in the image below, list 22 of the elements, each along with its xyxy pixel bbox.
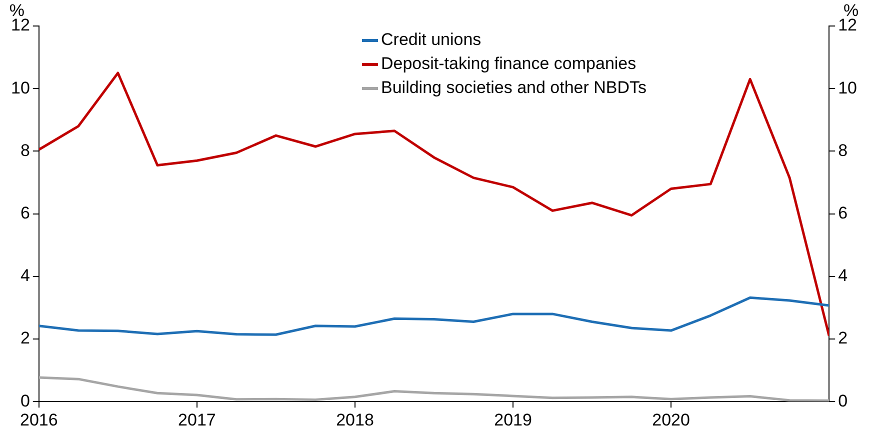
legend-label: Credit unions — [381, 29, 482, 51]
y2-tick-label: 4 — [838, 266, 848, 286]
x-tick-label: 2016 — [20, 410, 58, 430]
legend-label: Deposit-taking finance companies — [381, 53, 636, 75]
legend-label: Building societies and other NBDTs — [381, 77, 647, 99]
y2-tick-label: 2 — [838, 328, 848, 348]
y2-tick-label: 6 — [838, 203, 848, 222]
y-tick-label: 6 — [20, 203, 30, 222]
y2-tick-label: 0 — [838, 391, 848, 410]
x-tick-label: 2020 — [652, 410, 690, 430]
y-tick-label: 4 — [20, 266, 30, 286]
y-tick-label: 12 — [10, 16, 30, 35]
y-tick-label: 8 — [20, 140, 30, 160]
x-tick-label: 2018 — [336, 410, 374, 430]
x-tick-label: 2019 — [494, 410, 532, 430]
y2-tick-label: 10 — [838, 78, 858, 98]
y-tick-label: 2 — [20, 328, 30, 348]
y-tick-label: 10 — [10, 78, 30, 98]
y2-tick-label: 12 — [838, 16, 858, 35]
y2-tick-label: 8 — [838, 140, 848, 160]
y-tick-label: 0 — [20, 391, 30, 410]
x-tick-label: 2017 — [178, 410, 216, 430]
